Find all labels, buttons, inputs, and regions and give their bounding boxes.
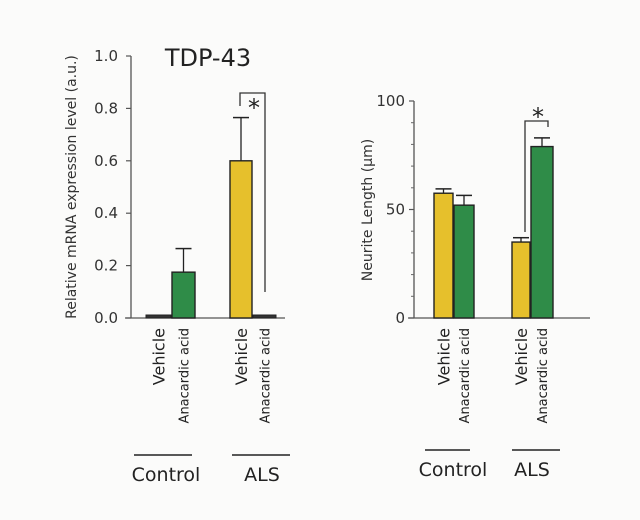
bar [252,314,277,319]
neurite-length-chart: Neurite Length (μm) 0 50 100 Vehicle Anacar… [360,92,590,481]
y-axis-label: Relative mRNA expression level (a.u.) [64,55,80,319]
bar [530,145,554,319]
y-tick-label: 50 [386,201,405,219]
group-label: ALS [244,464,280,486]
y-tick-label: 0.2 [94,257,118,275]
significance-bracket [239,92,266,292]
y-tick-label: 1.0 [94,47,118,65]
x-tick-label: Anacardic acid [536,328,551,423]
significance-star: * [248,94,260,122]
significance-bracket [524,120,549,232]
y-tick-label: 0.8 [94,99,118,117]
x-tick-label: Vehicle [435,328,454,385]
x-tick-label: Vehicle [232,328,251,385]
y-tick-label: 100 [376,92,405,110]
x-tick-label: Anacardic acid [178,328,193,423]
group-label: Control [132,464,201,486]
y-tick-label: 0 [395,309,405,327]
y-axis-label: Neurite Length (μm) [360,139,376,281]
bar [145,314,172,319]
x-tick-label: Anacardic acid [259,328,274,423]
y-tick-label: 0.0 [94,309,118,327]
x-tick-label: Vehicle [512,328,531,385]
group-label: ALS [514,459,550,481]
x-tick-label: Vehicle [150,328,169,385]
x-tick-label: Anacardic acid [458,328,473,423]
tdp43-chart: TDP-43 Relative mRNA expression level (a… [64,44,290,486]
group-label: Control [419,459,488,481]
bar [171,271,196,319]
bar [511,241,531,319]
bar [229,160,253,319]
chart-title: TDP-43 [164,44,251,72]
significance-star: * [532,103,544,131]
bar [453,204,475,319]
y-tick-label: 0.4 [94,204,118,222]
bar [433,192,454,319]
y-tick-label: 0.6 [94,152,118,170]
